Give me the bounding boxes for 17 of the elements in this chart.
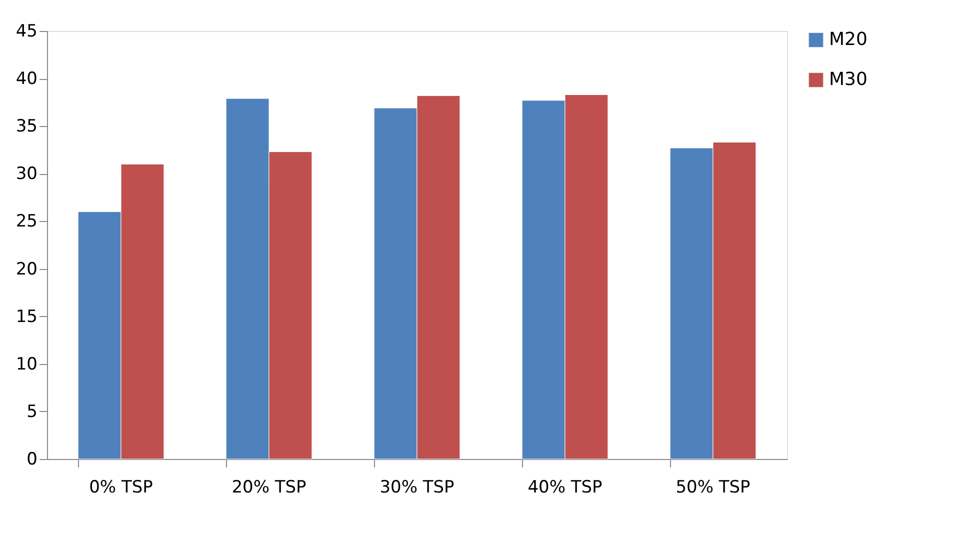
x-tick-label: 0% TSP — [89, 478, 153, 498]
y-tick-label: 45 — [16, 22, 38, 42]
y-tick-label: 5 — [26, 402, 38, 422]
x-tick-label: 20% TSP — [232, 478, 306, 498]
legend-label: M20 — [829, 29, 868, 50]
y-tick-label: 0 — [26, 450, 38, 470]
y-tick-label: 35 — [16, 116, 38, 137]
y-tick-label: 10 — [16, 354, 38, 374]
y-tick-label: 40 — [16, 69, 38, 90]
x-tick-label: 50% TSP — [676, 478, 750, 498]
y-tick-label: 15 — [16, 306, 38, 327]
x-tick-label: 40% TSP — [528, 478, 602, 498]
legend-label: M30 — [829, 69, 868, 90]
x-tick-label: 30% TSP — [380, 478, 454, 498]
y-tick-label: 30 — [16, 164, 38, 184]
y-tick-label: 25 — [16, 212, 38, 232]
y-tick-label: 20 — [16, 259, 38, 280]
